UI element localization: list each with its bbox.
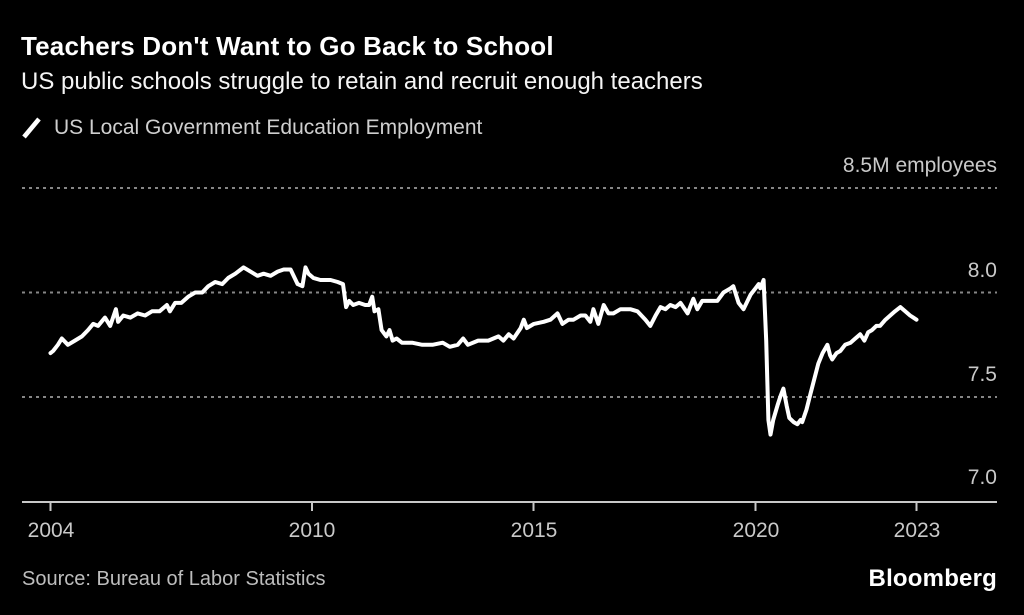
chart-title: Teachers Don't Want to Go Back to School <box>21 31 554 61</box>
y-axis-label-8-0: 8.0 <box>967 259 997 282</box>
legend: US Local Government Education Employment <box>22 114 482 142</box>
employment-data-line <box>48 265 919 437</box>
y-axis-label-7-5: 7.5 <box>967 363 997 386</box>
legend-label: US Local Government Education Employment <box>54 116 483 139</box>
chart-subtitle: US public schools struggle to retain and… <box>21 68 703 95</box>
x-axis-label-2004: 2004 <box>27 519 75 542</box>
x-axis-label-2010: 2010 <box>288 519 336 542</box>
bloomberg-logo: Bloomberg <box>868 565 997 592</box>
x-axis-label-2020: 2020 <box>732 519 780 542</box>
x-axis-label-2023: 2023 <box>893 519 941 542</box>
y-axis-label-7-0: 7.0 <box>967 466 997 489</box>
x-axis-label-2015: 2015 <box>510 519 558 542</box>
y-axis-label-8-5m-employees: 8.5M employees <box>842 154 997 177</box>
source-text: Source: Bureau of Labor Statistics <box>22 568 326 590</box>
legend-line-marker <box>22 117 41 139</box>
